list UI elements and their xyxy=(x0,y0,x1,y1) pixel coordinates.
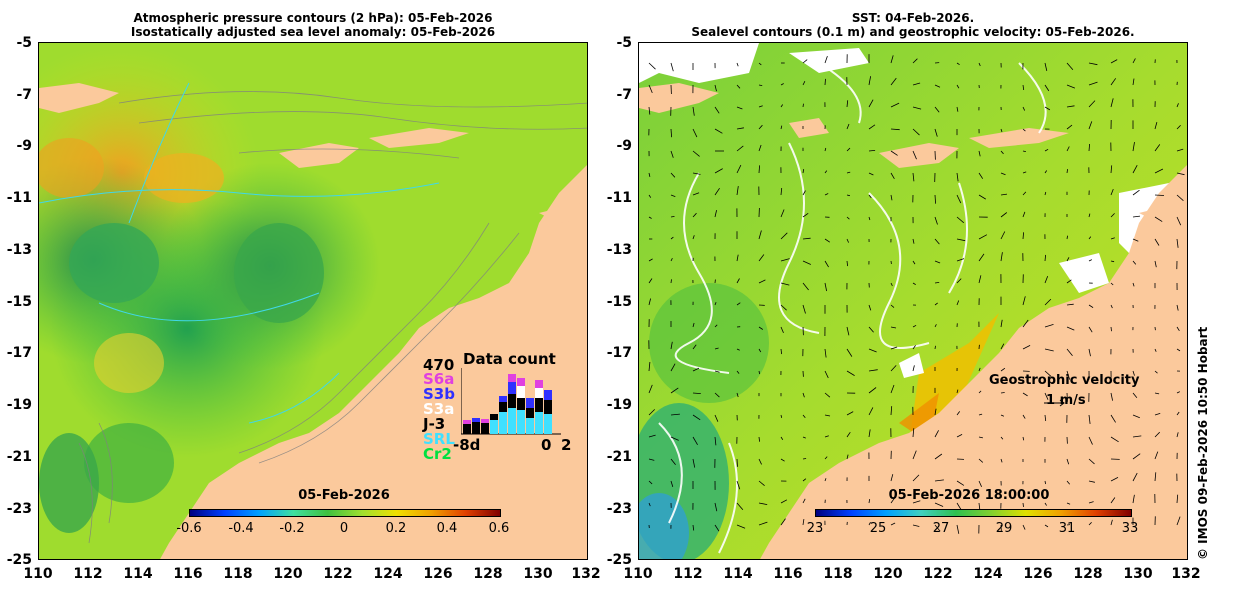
y-tick: -15 xyxy=(606,294,632,310)
x-tick: 132 xyxy=(571,566,601,582)
x-tick: 126 xyxy=(423,566,453,582)
sst-tick: 29 xyxy=(995,521,1013,536)
y-tick: -21 xyxy=(6,449,32,465)
x-tick: 120 xyxy=(273,566,303,582)
x-tick: 122 xyxy=(923,566,953,582)
sst-map: Geostrophic velocity 1 m/s 05-Feb-2026 1… xyxy=(638,42,1188,560)
sla-tick: -0.6 xyxy=(176,521,202,536)
y-tick: -19 xyxy=(6,397,32,413)
sla-tick: -0.2 xyxy=(279,521,305,536)
y-tick: -19 xyxy=(606,397,632,413)
sla-tick: 0.2 xyxy=(385,521,407,536)
y-tick: -7 xyxy=(616,87,632,103)
velocity-legend-scale: 1 m/s xyxy=(1046,393,1086,408)
left-title-line1: Atmospheric pressure contours (2 hPa): 0… xyxy=(133,11,493,25)
y-tick: -13 xyxy=(606,242,632,258)
y-tick: -21 xyxy=(606,449,632,465)
y-tick: -11 xyxy=(6,190,32,206)
y-tick: -23 xyxy=(6,501,32,517)
y-tick: -9 xyxy=(16,138,32,154)
sla-colorbar-ticks: -0.6 -0.4 -0.2 0 0.2 0.4 0.6 xyxy=(176,521,509,537)
y-tick: -13 xyxy=(6,242,32,258)
y-tick: -11 xyxy=(606,190,632,206)
copyright-text: © IMOS 09-Feb-2026 10:50 Hobart xyxy=(1196,326,1210,560)
x-tick: 126 xyxy=(1023,566,1053,582)
data-count-title: Data count xyxy=(463,350,556,368)
data-count-bars xyxy=(461,368,561,435)
left-title-line2: Isostatically adjusted sea level anomaly… xyxy=(130,25,496,39)
y-tick: -17 xyxy=(6,345,32,361)
data-count-xlabel-zero: 0 xyxy=(541,436,552,454)
y-tick: -25 xyxy=(606,552,632,568)
y-tick: -9 xyxy=(616,138,632,154)
data-count-xlabel-start: -8d xyxy=(453,436,481,454)
mission-srl: SRL xyxy=(423,430,455,448)
y-tick: -17 xyxy=(606,345,632,361)
mission-list: S6a S3b S3a J-3 SRL Cr2 xyxy=(423,372,455,462)
data-count-inset: 470 Data count S6a S3b S3a J-3 SRL Cr2 xyxy=(421,348,581,462)
x-tick: 112 xyxy=(673,566,703,582)
x-tick: 132 xyxy=(1171,566,1201,582)
x-tick: 124 xyxy=(373,566,403,582)
right-title-line1: SST: 04-Feb-2026. xyxy=(851,11,975,25)
x-tick: 110 xyxy=(623,566,653,582)
sla-tick: 0.4 xyxy=(436,521,458,536)
sla-colorbar-date: 05-Feb-2026 xyxy=(298,488,390,503)
y-tick: -7 xyxy=(16,87,32,103)
y-tick: -23 xyxy=(606,501,632,517)
y-tick: -5 xyxy=(16,35,32,51)
sst-colorbar xyxy=(815,509,1132,517)
sst-tick: 25 xyxy=(869,521,887,536)
mission-s3b: S3b xyxy=(423,385,455,403)
mission-cr2: Cr2 xyxy=(423,445,452,463)
x-tick: 116 xyxy=(773,566,803,582)
sst-tick: 23 xyxy=(806,521,824,536)
x-tick: 130 xyxy=(523,566,553,582)
x-tick: 128 xyxy=(473,566,503,582)
x-tick: 120 xyxy=(873,566,903,582)
x-tick: 110 xyxy=(23,566,53,582)
x-tick: 128 xyxy=(1073,566,1103,582)
y-tick: -5 xyxy=(616,35,632,51)
sst-colorbar-date: 05-Feb-2026 18:00:00 xyxy=(888,488,1050,503)
x-tick: 118 xyxy=(823,566,853,582)
sst-tick: 31 xyxy=(1058,521,1076,536)
mission-j3: J-3 xyxy=(423,415,446,433)
right-title-line2: Sealevel contours (0.1 m) and geostrophi… xyxy=(691,25,1135,39)
sst-tick: 33 xyxy=(1121,521,1139,536)
sea-level-anomaly-map: 05-Feb-2026 -0.6 -0.4 -0.2 0 0.2 0.4 0.6… xyxy=(38,42,588,560)
x-tick: 122 xyxy=(323,566,353,582)
x-tick: 114 xyxy=(723,566,753,582)
x-tick: 118 xyxy=(223,566,253,582)
x-tick: 116 xyxy=(173,566,203,582)
x-tick: 112 xyxy=(73,566,103,582)
x-tick: 124 xyxy=(973,566,1003,582)
data-count-xlabel-end: 2 xyxy=(561,436,572,454)
sla-tick: -0.4 xyxy=(228,521,254,536)
sst-tick: 27 xyxy=(932,521,950,536)
y-tick: -25 xyxy=(6,552,32,568)
sst-colorbar-ticks: 23 25 27 29 31 33 xyxy=(807,521,1139,537)
y-tick: -15 xyxy=(6,294,32,310)
left-panel-title: Atmospheric pressure contours (2 hPa): 0… xyxy=(38,11,588,39)
right-panel-title: SST: 04-Feb-2026. Sealevel contours (0.1… xyxy=(638,11,1188,39)
sla-tick: 0 xyxy=(339,521,349,536)
x-tick: 130 xyxy=(1123,566,1153,582)
sla-colorbar xyxy=(189,509,501,517)
sla-tick: 0.6 xyxy=(488,521,510,536)
data-count-max: 470 xyxy=(423,356,455,374)
mission-s6a: S6a xyxy=(423,370,455,388)
mission-s3a: S3a xyxy=(423,400,455,418)
velocity-legend-title: Geostrophic velocity xyxy=(989,373,1140,388)
x-tick: 114 xyxy=(123,566,153,582)
